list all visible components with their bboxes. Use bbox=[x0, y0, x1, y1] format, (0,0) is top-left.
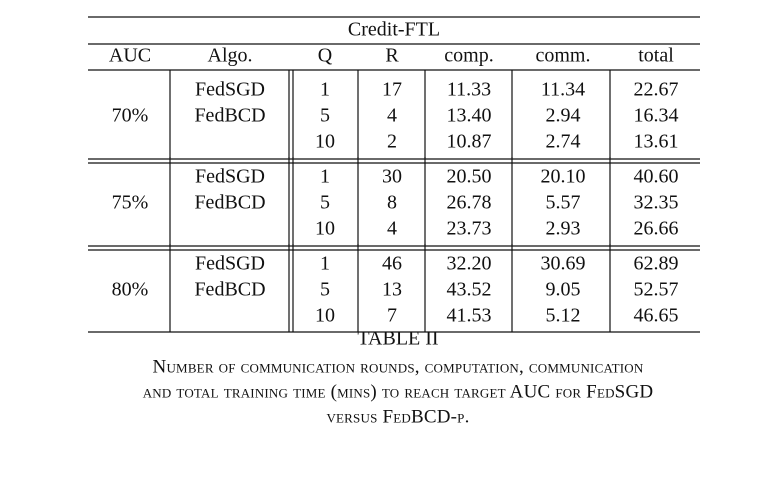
data-cell: 5 bbox=[320, 279, 330, 301]
column-header: total bbox=[638, 45, 674, 67]
data-cell: 2.94 bbox=[546, 105, 581, 127]
algo-cell: FedSGD bbox=[195, 166, 265, 188]
data-cell: 20.10 bbox=[541, 166, 586, 188]
caption-text: versus FedBCD-p. bbox=[326, 406, 469, 427]
data-cell: 2 bbox=[387, 131, 397, 153]
data-cell: 16.34 bbox=[634, 105, 679, 127]
data-cell: 13.40 bbox=[447, 105, 492, 127]
data-cell: 30.69 bbox=[541, 253, 586, 275]
auc-cell: 75% bbox=[112, 192, 149, 214]
data-cell: 1 bbox=[320, 253, 330, 275]
algo-cell: FedBCD bbox=[194, 105, 265, 127]
data-cell: 46.65 bbox=[634, 305, 679, 327]
data-cell: 62.89 bbox=[634, 253, 679, 275]
caption-text: Number of communication rounds, computat… bbox=[153, 356, 644, 377]
data-cell: 4 bbox=[387, 218, 397, 240]
auc-cell: 70% bbox=[112, 105, 149, 127]
algo-cell: FedBCD bbox=[194, 192, 265, 214]
data-cell: 10 bbox=[315, 218, 335, 240]
table-title: Credit-FTL bbox=[348, 19, 440, 41]
data-cell: 10 bbox=[315, 305, 335, 327]
column-header: R bbox=[385, 45, 399, 67]
data-cell: 10.87 bbox=[447, 131, 492, 153]
data-cell: 40.60 bbox=[634, 166, 679, 188]
data-cell: 11.33 bbox=[447, 79, 491, 101]
data-cell: 17 bbox=[382, 79, 402, 101]
data-cell: 10 bbox=[315, 131, 335, 153]
data-cell: 1 bbox=[320, 166, 330, 188]
data-cell: 5 bbox=[320, 192, 330, 214]
auc-cell: 80% bbox=[112, 279, 149, 301]
data-cell: 26.78 bbox=[447, 192, 492, 214]
data-cell: 13 bbox=[382, 279, 402, 301]
data-cell: 2.93 bbox=[546, 218, 581, 240]
data-cell: 5.12 bbox=[546, 305, 581, 327]
data-cell: 22.67 bbox=[634, 79, 679, 101]
algo-cell: FedSGD bbox=[195, 253, 265, 275]
column-header: Algo. bbox=[208, 45, 253, 67]
data-cell: 26.66 bbox=[634, 218, 679, 240]
data-cell: 13.61 bbox=[634, 131, 679, 153]
algo-cell: FedSGD bbox=[195, 79, 265, 101]
data-cell: 32.20 bbox=[447, 253, 492, 275]
data-cell: 5.57 bbox=[546, 192, 581, 214]
data-cell: 8 bbox=[387, 192, 397, 214]
data-cell: 2.74 bbox=[546, 131, 581, 153]
algo-cell: FedBCD bbox=[194, 279, 265, 301]
caption-label: TABLE II bbox=[357, 328, 438, 350]
data-cell: 1 bbox=[320, 79, 330, 101]
data-cell: 30 bbox=[382, 166, 402, 188]
caption-text: and total training time (mins) to reach … bbox=[143, 381, 654, 402]
data-cell: 5 bbox=[320, 105, 330, 127]
column-header: AUC bbox=[109, 45, 151, 67]
data-cell: 9.05 bbox=[546, 279, 581, 301]
data-cell: 20.50 bbox=[447, 166, 492, 188]
data-cell: 23.73 bbox=[447, 218, 492, 240]
data-cell: 46 bbox=[382, 253, 402, 275]
data-cell: 4 bbox=[387, 105, 397, 127]
data-cell: 32.35 bbox=[634, 192, 679, 214]
column-header: comp. bbox=[444, 45, 493, 67]
data-cell: 41.53 bbox=[447, 305, 492, 327]
data-cell: 11.34 bbox=[541, 79, 585, 101]
data-cell: 52.57 bbox=[634, 279, 679, 301]
column-header: Q bbox=[318, 45, 333, 67]
column-header: comm. bbox=[536, 45, 591, 67]
data-cell: 43.52 bbox=[447, 279, 492, 301]
data-cell: 7 bbox=[387, 305, 397, 327]
